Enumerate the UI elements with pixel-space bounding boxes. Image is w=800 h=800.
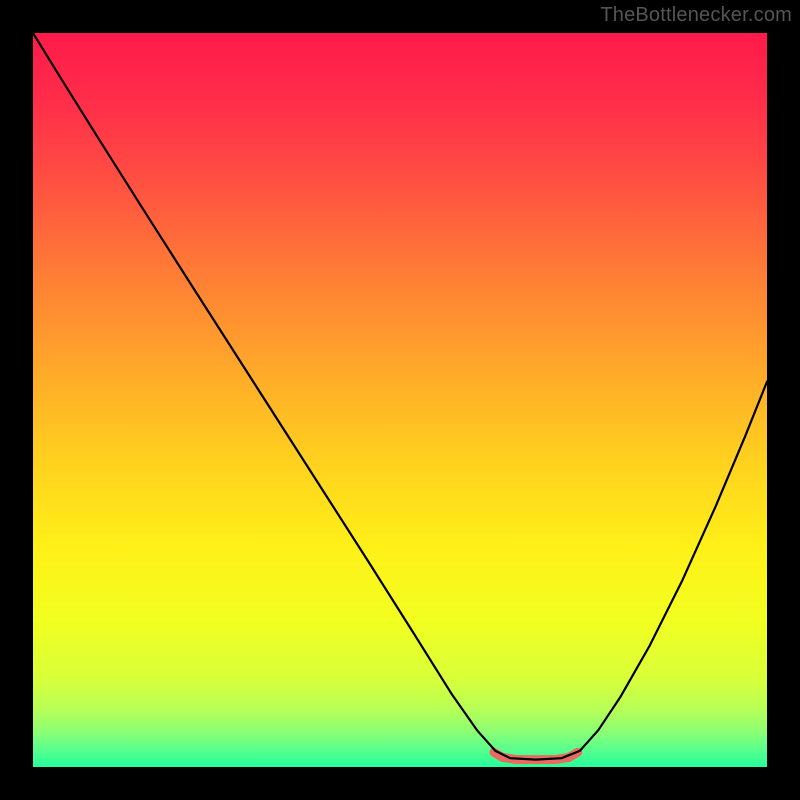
plot-area [33,33,767,767]
bottleneck-curve [33,33,767,767]
watermark-label: TheBottlenecker.com [600,4,792,27]
curve-path [33,33,767,760]
chart-stage: TheBottlenecker.com [0,0,800,800]
